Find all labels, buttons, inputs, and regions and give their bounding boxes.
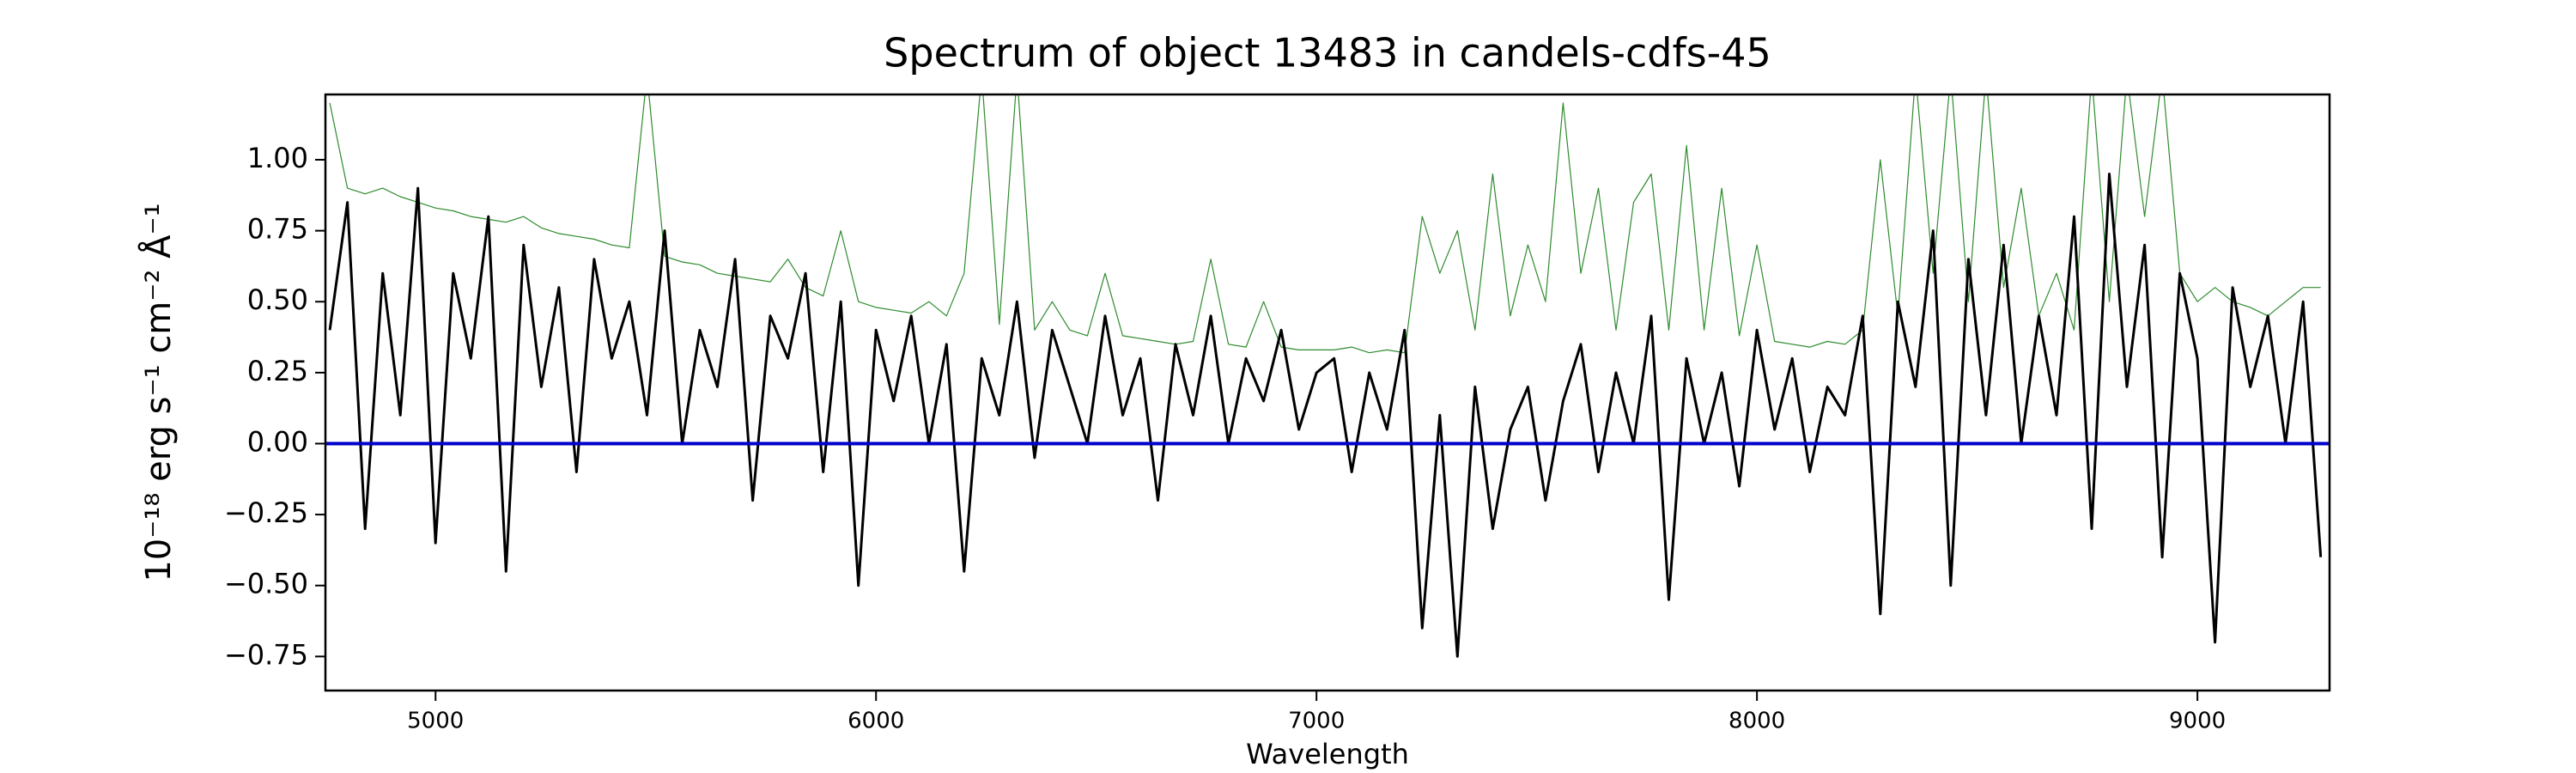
x-tick-label: 7000 <box>1288 709 1345 734</box>
axes-frame <box>324 93 2331 692</box>
y-tick-label: −0.25 <box>224 496 308 529</box>
y-tick-label: 1.00 <box>247 142 308 174</box>
y-tick-label: −0.75 <box>224 638 308 671</box>
y-axis-label: 10⁻¹⁸ erg s⁻¹ cm⁻² Å⁻¹ <box>137 203 179 581</box>
x-tick-label: 5000 <box>407 709 464 734</box>
x-tick-label: 6000 <box>848 709 904 734</box>
plot-area <box>325 94 2330 658</box>
y-tick-label: −0.50 <box>224 568 308 600</box>
y-tick-label: 0.00 <box>247 425 308 458</box>
y-tick-label: 0.25 <box>247 355 308 387</box>
chart-title: Spectrum of object 13483 in candels-cdfs… <box>884 30 1771 76</box>
spectrum-line <box>329 94 2321 354</box>
x-axis-label: Wavelength <box>1246 738 1409 770</box>
x-tick-label: 8000 <box>1728 709 1785 734</box>
spectrum-line <box>328 173 2323 658</box>
y-tick-label: 0.75 <box>247 213 308 246</box>
y-tick-label: 0.50 <box>247 283 308 316</box>
x-tick-label: 9000 <box>2169 709 2226 734</box>
